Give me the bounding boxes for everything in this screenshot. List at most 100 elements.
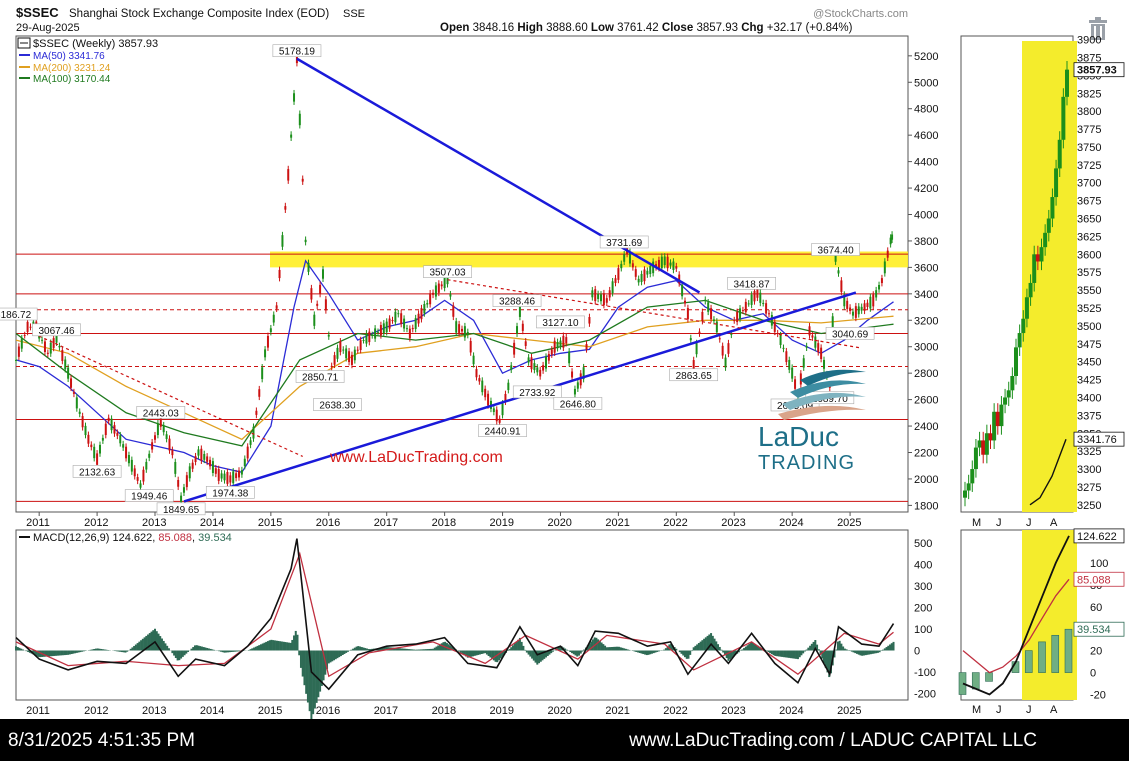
price-candle-body	[365, 333, 368, 344]
daily-candle-body	[984, 433, 989, 455]
trendline	[33, 332, 303, 458]
price-candle-body	[666, 256, 669, 269]
price-candle-body	[46, 352, 49, 354]
date-label: 29-Aug-2025	[16, 22, 80, 34]
y-tick-label: 5200	[914, 51, 938, 63]
price-candle-body	[330, 365, 333, 368]
macd-x-tick-label: 2019	[490, 705, 514, 717]
x-tick-label: 2023	[721, 517, 745, 529]
price-candle-body	[64, 359, 67, 370]
exchange-label: SSE	[343, 8, 365, 20]
daily-y-tick-label: 3575	[1077, 267, 1101, 279]
x-tick-label: 2021	[605, 517, 629, 529]
trash-icon[interactable]	[1089, 17, 1107, 40]
price-candle-body	[817, 343, 820, 353]
daily-macd-x-tick-label: J	[996, 704, 1002, 716]
price-candle-body	[284, 206, 287, 210]
price-candle-body	[293, 93, 296, 102]
price-candle-body	[374, 328, 377, 339]
x-tick-label: 2013	[142, 517, 166, 529]
price-candle-body	[753, 290, 756, 302]
price-candle-body	[49, 342, 52, 354]
y-tick-label: 4600	[914, 130, 938, 142]
price-candle-body	[443, 276, 446, 289]
y-tick-label: 4000	[914, 210, 938, 222]
price-candle-body	[417, 313, 420, 324]
price-candle-body	[426, 302, 429, 305]
daily-histogram-bar	[1051, 634, 1060, 673]
price-annotation: 3418.87	[734, 279, 771, 290]
y-tick-label: 4800	[914, 104, 938, 116]
price-candle-body	[501, 403, 504, 416]
price-candle-body	[533, 363, 536, 370]
price-candle-body	[736, 311, 739, 323]
daily-y-tick-label: 3875	[1077, 52, 1101, 64]
price-candle-body	[814, 336, 817, 348]
signal-value: 85.088	[158, 532, 192, 544]
daily-candle-body	[1017, 333, 1022, 348]
price-annotation: 3127.10	[542, 318, 579, 329]
price-annotation-box	[272, 44, 322, 58]
daily-macd-x-tick-label: M	[972, 704, 981, 716]
price-candle-body	[397, 313, 400, 315]
price-candle-body	[872, 294, 875, 307]
price-candle-body	[148, 453, 151, 458]
price-candle-body	[556, 341, 559, 349]
price-candle-body	[70, 378, 73, 388]
price-annotation-box	[536, 315, 585, 329]
price-candle-body	[530, 357, 533, 370]
price-candle-body	[663, 256, 666, 266]
daily-y-tick-label: 3525	[1077, 303, 1101, 315]
price-candle-body	[602, 293, 605, 306]
price-candle-body	[377, 331, 380, 333]
price-annotation-box	[478, 424, 527, 437]
daily-candle-body	[1050, 197, 1055, 219]
price-candle-body	[657, 259, 660, 269]
price-candle-body	[350, 354, 353, 365]
price-candle-body	[544, 356, 547, 369]
price-annotation: 2863.65	[676, 371, 713, 382]
daily-macd-y-tick-label: 20	[1090, 646, 1102, 658]
price-candle-body	[524, 341, 527, 346]
histogram-value: 39.534	[198, 532, 232, 544]
price-candle-body	[846, 300, 849, 309]
price-candle-body	[878, 284, 881, 290]
price-candle-body	[547, 353, 550, 361]
price-candle-body	[168, 438, 171, 451]
daily-candle-body	[1006, 390, 1011, 398]
price-candle-body	[591, 290, 594, 298]
macd-x-tick-label: 2013	[142, 705, 166, 717]
watermark-url: www.LaDucTrading.com	[329, 449, 503, 466]
macd-y-tick-label: -100	[914, 667, 936, 679]
price-candle-body	[304, 239, 307, 243]
price-candle-body	[507, 382, 510, 391]
resistance-zone	[270, 251, 908, 268]
price-candle-body	[756, 287, 759, 298]
price-candle-body	[562, 335, 565, 348]
price-candle-body	[90, 444, 93, 448]
daily-macd-y-tick-label: -20	[1090, 690, 1106, 702]
price-candle-body	[605, 298, 608, 303]
x-tick-label: 2017	[374, 517, 398, 529]
price-candle-body	[113, 425, 116, 434]
price-candle-body	[594, 289, 597, 302]
price-candle-body	[805, 346, 808, 348]
x-tick-label: 2014	[200, 517, 224, 529]
daily-y-tick-label: 3325	[1077, 446, 1101, 458]
x-tick-label: 2015	[258, 517, 282, 529]
price-candle-body	[171, 449, 174, 456]
price-annotation: 2646.80	[560, 399, 597, 410]
daily-y-tick-label: 3450	[1077, 357, 1101, 369]
price-candle-body	[684, 300, 686, 304]
price-candle-body	[588, 317, 591, 324]
price-candle-body	[730, 333, 733, 335]
daily-y-tick-label: 3600	[1077, 249, 1101, 261]
price-candle-body	[203, 453, 206, 460]
price-candle-body	[565, 337, 568, 344]
price-candle-body	[808, 326, 811, 336]
daily-y-tick-label: 3725	[1077, 160, 1101, 172]
price-candle-body	[849, 307, 852, 311]
price-candle-body	[701, 311, 704, 322]
price-annotation: 2132.63	[79, 467, 116, 478]
footer-bar: 8/31/2025 4:51:35 PM www.LaDucTrading.co…	[0, 719, 1129, 761]
